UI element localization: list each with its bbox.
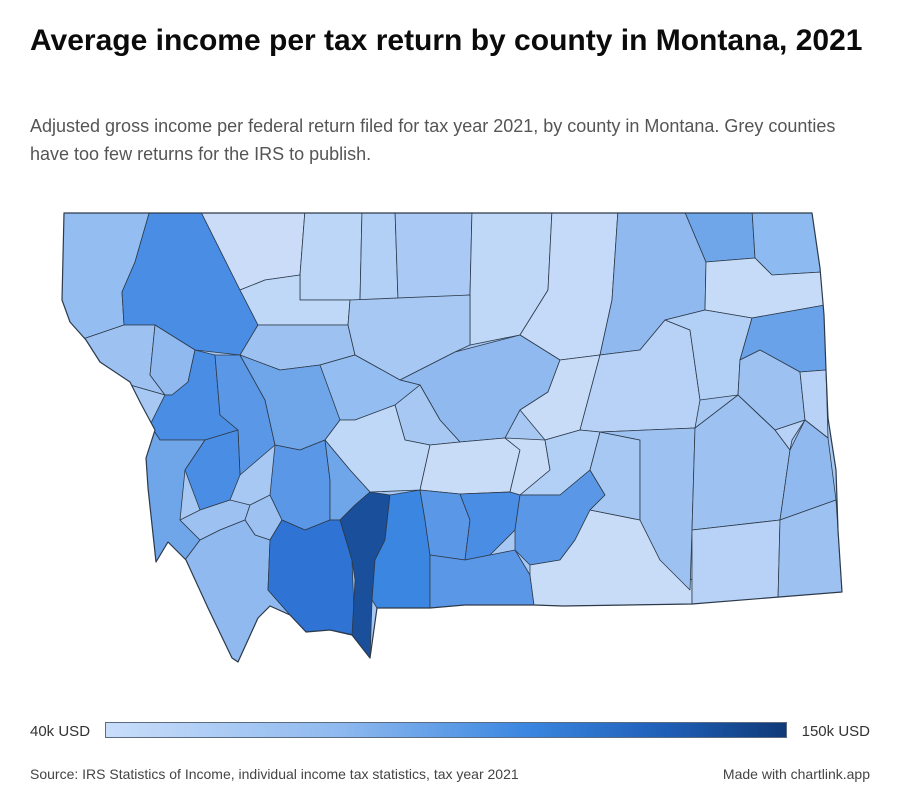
legend-max-label: 150k USD [801, 723, 870, 740]
legend-min-label: 40k USD [30, 723, 91, 740]
county-liberty [359, 213, 399, 301]
county-sanders [62, 319, 166, 396]
legend-gradient-bar [105, 722, 787, 738]
county-carbon [429, 549, 535, 609]
county-stillwater [459, 491, 521, 561]
county-treasure [589, 431, 641, 521]
county-madison [267, 519, 356, 636]
county-hill [394, 213, 473, 301]
county-prairie [737, 394, 806, 451]
county-wheatland [419, 437, 521, 495]
county-carter [777, 499, 842, 601]
credit-link[interactable]: Made with chartlink.app [722, 766, 870, 782]
state-outline [61, 212, 843, 663]
source-note: Source: IRS Statistics of Income, indivi… [30, 766, 519, 782]
chart-title: Average income per tax return by county … [30, 24, 863, 57]
county-powder-river [691, 519, 781, 605]
montana-county-map [0, 200, 900, 670]
chart-subtitle: Adjusted gross income per federal return… [30, 116, 836, 164]
color-legend: 40k USD 150k USD [30, 720, 870, 742]
county-toole [299, 213, 363, 301]
county-fallon [779, 419, 837, 521]
